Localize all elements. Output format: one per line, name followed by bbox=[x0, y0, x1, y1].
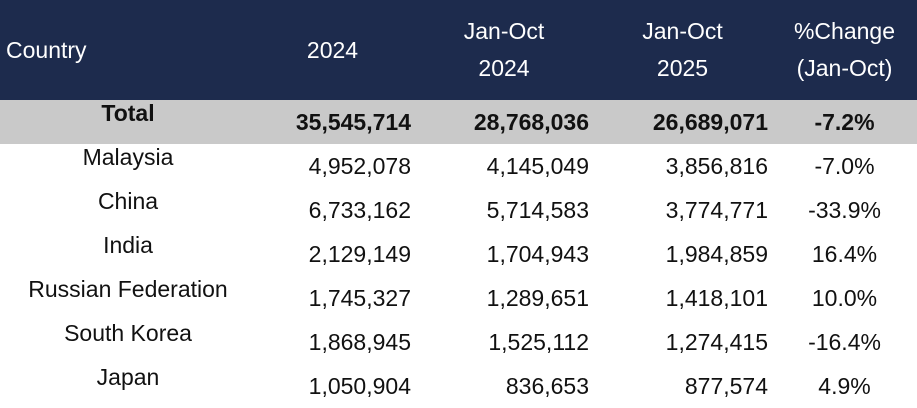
body-cell: 1,418,101 bbox=[665, 284, 768, 311]
body-cell: 1,289,651 bbox=[486, 284, 589, 311]
body-cell: -33.9% bbox=[808, 196, 881, 223]
total-cell: 26,689,071 bbox=[593, 100, 772, 144]
header-text: 2024 bbox=[306, 36, 359, 63]
body-cell: 3,856,816 bbox=[665, 152, 768, 179]
body-cell: 2,129,149 bbox=[308, 240, 411, 267]
total-cell: Total bbox=[0, 100, 250, 144]
body-cell: 4,952,078 bbox=[308, 152, 411, 179]
body-cell: 1,984,859 bbox=[665, 240, 768, 267]
body-cell: Japan bbox=[96, 364, 160, 390]
header-text: Jan-Oct bbox=[642, 18, 723, 44]
header-text: (Jan-Oct) bbox=[796, 55, 893, 81]
body-cell: 6,733,162 bbox=[308, 196, 411, 223]
body-cell: 836,653 bbox=[505, 372, 589, 399]
body-cell: 16.4% bbox=[811, 240, 878, 267]
total-cell: -7.2% bbox=[772, 100, 917, 144]
header-text: %Change bbox=[793, 18, 896, 44]
header-cell: Country bbox=[0, 0, 250, 100]
body-cell: China bbox=[97, 188, 159, 214]
header-cell: %Change (Jan-Oct) bbox=[772, 0, 917, 100]
body-cell: 10.0% bbox=[811, 284, 878, 311]
body-cell: South Korea bbox=[64, 320, 192, 346]
header-text: 2024 bbox=[478, 55, 530, 81]
body-cell: 4,145,049 bbox=[486, 152, 589, 179]
body-cell: 1,274,415 bbox=[665, 328, 768, 355]
body-cell: Malaysia bbox=[82, 144, 174, 170]
body-cell: -16.4% bbox=[808, 328, 881, 355]
body-cell: Russian Federation bbox=[28, 276, 228, 302]
body-cell: 1,704,943 bbox=[486, 240, 589, 267]
body-cell: 1,525,112 bbox=[488, 328, 589, 355]
body-cell: 1,868,945 bbox=[308, 328, 411, 355]
body-cell: 3,774,771 bbox=[665, 196, 768, 223]
body-cell: 5,714,583 bbox=[486, 196, 589, 223]
body-cell: 1,050,904 bbox=[308, 372, 411, 399]
header-text: Country bbox=[6, 36, 87, 63]
body-cell: -7.0% bbox=[814, 152, 875, 179]
header-text: Jan-Oct bbox=[463, 18, 545, 44]
header-cell: Jan-Oct 2025 bbox=[593, 0, 772, 100]
body-cell: 877,574 bbox=[684, 372, 768, 399]
total-cell: 35,545,714 bbox=[250, 100, 415, 144]
body-cell: 1,745,327 bbox=[308, 284, 411, 311]
header-text: 2025 bbox=[656, 55, 709, 81]
body-cell: India bbox=[103, 232, 153, 258]
body-cell: 4.9% bbox=[818, 372, 871, 399]
total-cell: 28,768,036 bbox=[415, 100, 593, 144]
header-cell: 2024 bbox=[250, 0, 415, 100]
header-cell: Jan-Oct 2024 bbox=[415, 0, 593, 100]
